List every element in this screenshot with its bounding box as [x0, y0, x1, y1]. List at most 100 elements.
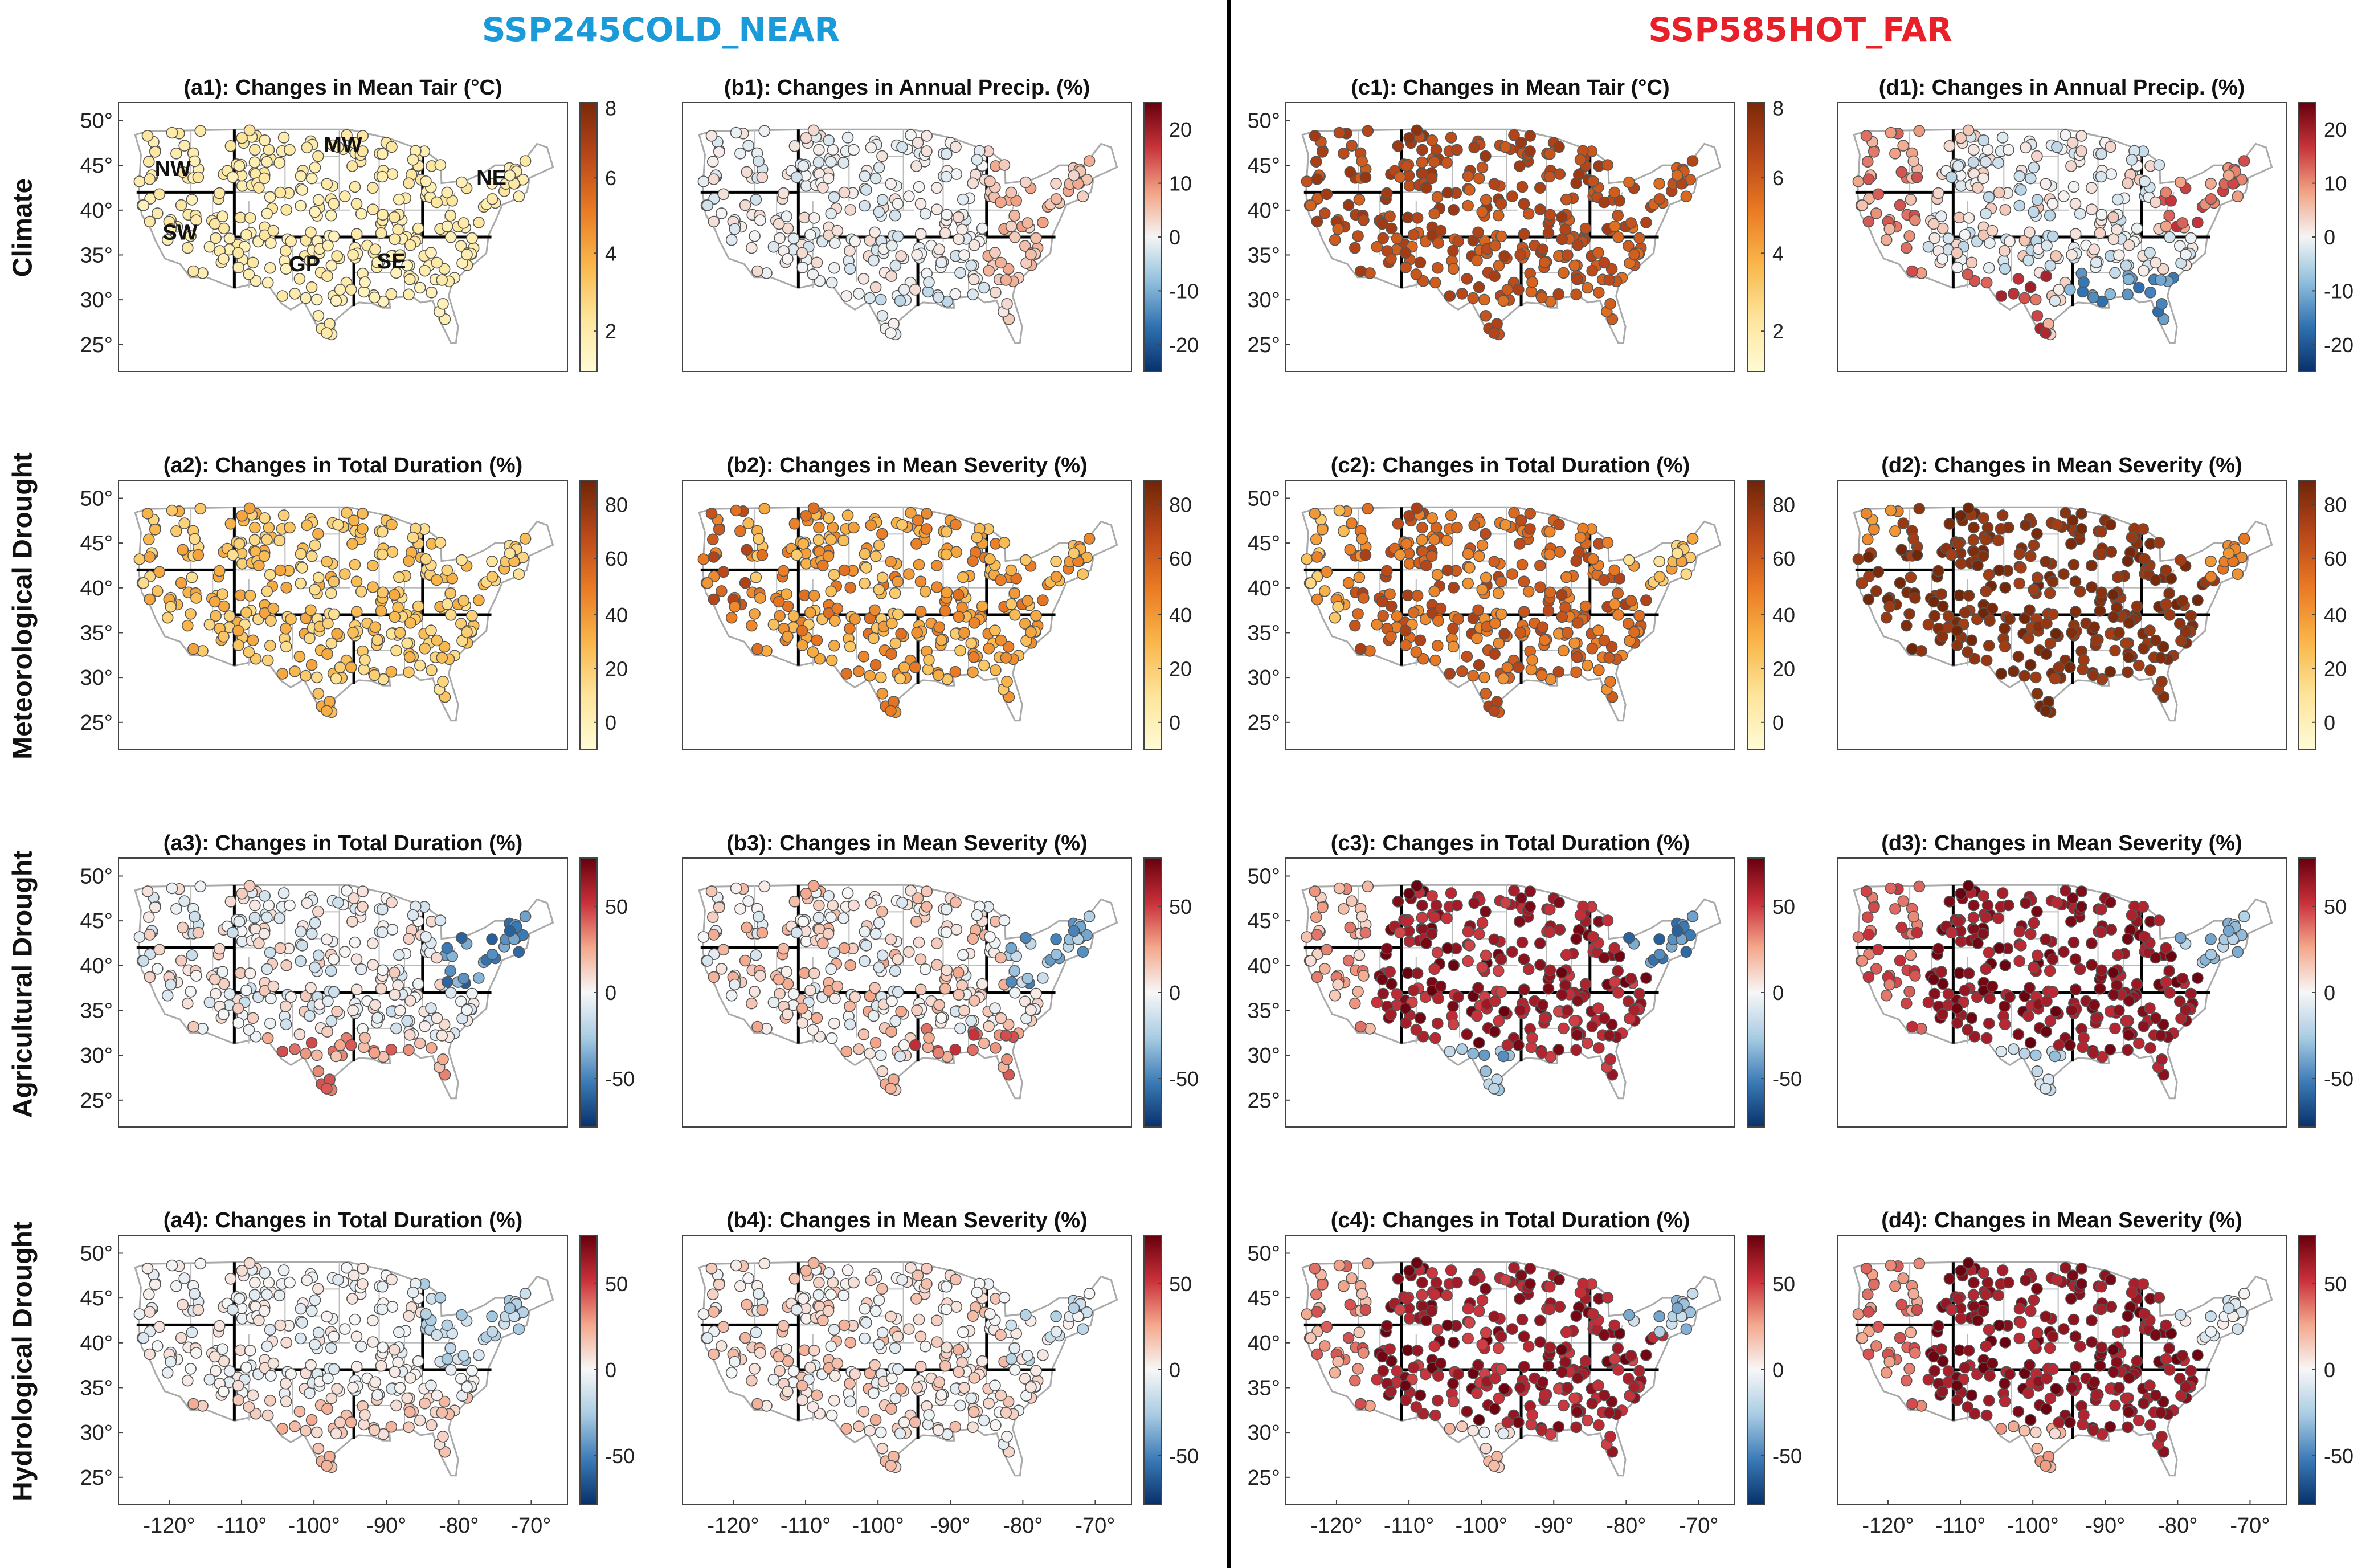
station-marker [1506, 946, 1518, 958]
station-marker [393, 949, 405, 961]
station-marker [1534, 581, 1546, 593]
station-marker [1522, 963, 1535, 975]
station-marker [1905, 571, 1917, 583]
station-marker [1903, 230, 1915, 242]
station-marker [838, 942, 851, 954]
station-marker [1020, 176, 1032, 189]
station-marker [236, 888, 248, 900]
station-marker [859, 170, 871, 182]
station-marker [1568, 637, 1580, 650]
station-marker [504, 1302, 516, 1314]
colorbar-tick-label: 0 [605, 1358, 616, 1382]
station-marker [1498, 1006, 1510, 1018]
station-marker [950, 1273, 962, 1286]
station-marker [2053, 662, 2065, 673]
station-marker [860, 562, 872, 574]
station-marker [445, 987, 457, 999]
station-marker [1562, 1004, 1574, 1016]
station-marker [2044, 209, 2056, 222]
station-marker [2104, 665, 2116, 678]
station-marker [153, 944, 166, 956]
station-marker [304, 1387, 316, 1399]
station-marker [419, 1020, 431, 1032]
station-marker [2164, 609, 2176, 621]
station-marker [441, 1319, 453, 1332]
station-marker [223, 232, 236, 244]
y-tick-label: 40° [80, 1332, 113, 1355]
station-marker [1480, 688, 1492, 700]
station-marker [1983, 639, 1995, 652]
station-marker [1000, 1407, 1012, 1419]
station-marker [796, 1379, 808, 1392]
station-marker [708, 593, 720, 606]
station-marker [186, 194, 198, 206]
colorbar-tick-label: 80 [1169, 493, 1192, 516]
station-marker [1514, 538, 1526, 550]
station-marker [1996, 887, 2009, 899]
station-marker [359, 654, 371, 666]
station-marker [2163, 587, 2175, 599]
station-marker [1935, 588, 1947, 600]
station-marker [2105, 168, 2118, 180]
station-marker [697, 1308, 710, 1320]
station-marker [2040, 556, 2052, 568]
station-marker [2139, 175, 2151, 187]
station-marker [403, 1421, 415, 1434]
station-marker [1633, 232, 1645, 244]
station-marker [811, 634, 823, 647]
station-marker [1972, 560, 1984, 571]
station-marker [1852, 553, 1865, 565]
station-marker [1999, 263, 2011, 275]
station-marker [325, 209, 337, 222]
station-marker [1518, 228, 1530, 240]
station-marker [1002, 1018, 1015, 1031]
station-marker [375, 982, 387, 995]
station-marker [885, 1460, 897, 1472]
station-marker [754, 1347, 766, 1359]
station-marker [1543, 926, 1556, 938]
station-marker [431, 196, 443, 209]
station-marker [911, 248, 923, 261]
station-marker [431, 634, 443, 647]
station-marker [840, 1423, 853, 1435]
station-marker [438, 263, 451, 275]
station-marker [186, 1326, 198, 1338]
station-marker [1000, 274, 1012, 286]
station-marker [300, 669, 312, 682]
station-marker [2120, 259, 2132, 272]
station-marker [1592, 1002, 1604, 1014]
station-marker [1640, 972, 1652, 984]
station-marker [1362, 503, 1374, 515]
y-tick-label: 40° [80, 199, 113, 223]
region-label: SE [377, 250, 406, 273]
station-marker [304, 632, 316, 644]
station-marker [1020, 1309, 1032, 1321]
station-marker [1593, 286, 1605, 299]
station-marker [807, 268, 819, 280]
station-marker [1570, 177, 1582, 190]
station-marker [750, 194, 762, 206]
station-marker [865, 1274, 877, 1287]
station-marker [1582, 281, 1593, 294]
station-marker [1927, 595, 1940, 608]
station-marker [144, 971, 156, 983]
station-marker [2069, 606, 2082, 618]
station-marker [1464, 940, 1476, 952]
station-marker [1534, 959, 1546, 971]
station-marker [274, 1319, 287, 1332]
station-marker [1951, 262, 1963, 273]
station-marker [894, 1050, 906, 1063]
station-marker [1524, 885, 1536, 897]
station-marker [708, 173, 720, 185]
station-marker [209, 595, 221, 608]
station-marker [1489, 1026, 1501, 1038]
station-marker [210, 610, 222, 622]
station-marker [457, 973, 470, 985]
station-marker [767, 618, 780, 631]
station-marker [1319, 207, 1331, 219]
station-marker [725, 611, 738, 624]
station-marker [165, 223, 177, 235]
station-marker [787, 1365, 800, 1377]
station-marker [394, 249, 406, 262]
station-marker [345, 1416, 357, 1428]
